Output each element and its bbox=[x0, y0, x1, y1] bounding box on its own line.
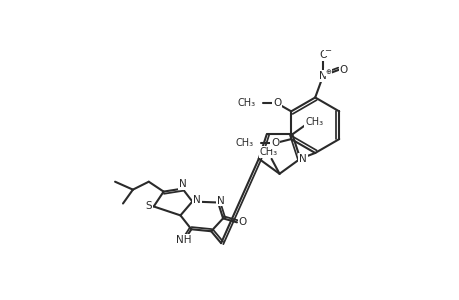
Text: −: − bbox=[324, 46, 331, 56]
Text: N: N bbox=[319, 71, 326, 81]
Text: N: N bbox=[193, 194, 201, 205]
Text: CH₃: CH₃ bbox=[259, 147, 277, 157]
Text: CH₃: CH₃ bbox=[237, 98, 255, 108]
Text: CH₃: CH₃ bbox=[235, 138, 253, 148]
Text: O: O bbox=[271, 138, 279, 148]
Text: NH: NH bbox=[175, 235, 191, 245]
Text: N: N bbox=[299, 154, 307, 164]
Text: O: O bbox=[273, 98, 281, 108]
Text: N: N bbox=[178, 179, 186, 189]
Text: O: O bbox=[238, 217, 246, 227]
Text: CH₃: CH₃ bbox=[304, 118, 323, 128]
Text: ⊕: ⊕ bbox=[325, 69, 330, 75]
Text: N: N bbox=[217, 196, 224, 206]
Text: O: O bbox=[339, 65, 347, 75]
Text: S: S bbox=[145, 202, 152, 212]
Text: O: O bbox=[318, 50, 326, 60]
